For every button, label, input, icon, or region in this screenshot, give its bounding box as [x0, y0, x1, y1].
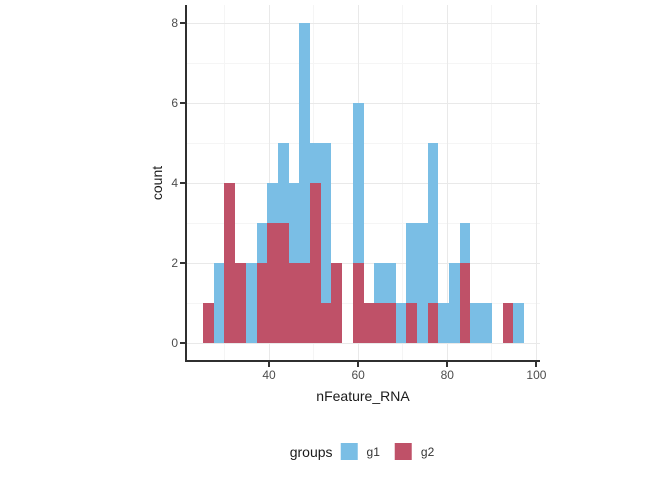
x-minor-gridline: [402, 5, 404, 360]
y-axis-tick: [180, 262, 185, 265]
y-tick-label: 8: [171, 16, 178, 31]
legend-swatch-g2: [394, 443, 412, 460]
histogram-bar-g1: [481, 303, 492, 344]
histogram-bar-g2: [310, 183, 321, 344]
histogram-bar-g2: [257, 263, 267, 344]
histogram-bar-g1: [438, 303, 449, 344]
histogram-bar-g1: [417, 223, 428, 344]
histogram-bar-g2: [299, 263, 310, 344]
histogram-bar-g2: [385, 303, 396, 344]
x-minor-gridline: [223, 5, 225, 360]
histogram-bar-g2: [503, 303, 513, 344]
histogram-bar-g2: [321, 303, 331, 344]
x-tick-label: 100: [526, 368, 547, 382]
y-axis-tick: [180, 102, 185, 105]
y-minor-gridline: [187, 62, 540, 64]
legend-swatch-g1: [340, 443, 358, 460]
histogram-bar-g2: [364, 303, 374, 344]
histogram-bar-g2: [224, 183, 235, 344]
y-tick-label: 2: [171, 256, 178, 271]
x-axis-tick: [268, 362, 270, 367]
x-tick-label: 60: [351, 368, 365, 382]
x-major-gridline: [535, 5, 537, 360]
histogram-bar-g2: [203, 303, 214, 344]
histogram-bar-g1: [299, 23, 310, 344]
x-tick-label: 80: [440, 368, 454, 382]
histogram-bar-g1: [449, 263, 460, 344]
y-axis-tick: [180, 22, 185, 25]
x-axis-line: [185, 360, 540, 362]
x-axis-title: nFeature_RNA: [316, 388, 410, 404]
histogram-bar-g1: [470, 303, 481, 344]
histogram-bar-g2: [428, 303, 438, 344]
histogram-bar-g2: [374, 303, 385, 344]
histogram-bar-g2: [235, 263, 246, 344]
histogram-bar-g2: [289, 263, 299, 344]
y-tick-label: 0: [171, 336, 178, 351]
histogram-bar-g2: [278, 223, 289, 344]
legend-item-g2: g2: [394, 443, 435, 460]
x-major-gridline: [446, 5, 448, 360]
y-tick-label: 6: [171, 96, 178, 111]
y-axis-title: count: [149, 165, 165, 201]
x-axis-tick: [357, 362, 360, 367]
legend-label-g2: g2: [420, 444, 435, 459]
plot-panel: [187, 5, 540, 360]
legend-label-g1: g1: [366, 444, 380, 459]
histogram-bar-g2: [460, 263, 470, 344]
histogram-bar-g2: [331, 263, 342, 344]
histogram-bar-g2: [353, 263, 364, 344]
y-tick-label: 4: [171, 176, 178, 191]
histogram-bar-g1: [214, 263, 224, 344]
legend: groups g1 g2: [289, 443, 435, 460]
legend-item-g1: g1: [340, 443, 380, 460]
histogram-bar-g1: [406, 223, 417, 344]
y-major-gridline: [187, 342, 540, 344]
y-axis-line: [185, 5, 187, 362]
histogram-bar-g1: [396, 303, 406, 344]
x-axis-tick: [446, 362, 449, 367]
histogram-bar-g1: [353, 103, 364, 344]
y-axis-tick: [180, 182, 185, 185]
histogram-bar-g1: [513, 303, 524, 344]
x-tick-label: 40: [262, 368, 276, 382]
legend-title: groups: [289, 443, 333, 460]
histogram-bar-g2: [406, 303, 417, 344]
x-major-gridline: [268, 5, 270, 360]
histogram-bar-g1: [321, 143, 331, 344]
histogram-bar-g2: [267, 223, 278, 344]
y-axis-tick: [180, 342, 185, 345]
histogram-bar-g1: [428, 143, 438, 344]
x-axis-tick: [535, 362, 538, 367]
y-major-gridline: [187, 22, 540, 24]
x-minor-gridline: [491, 5, 493, 360]
histogram-bar-g1: [246, 263, 257, 344]
